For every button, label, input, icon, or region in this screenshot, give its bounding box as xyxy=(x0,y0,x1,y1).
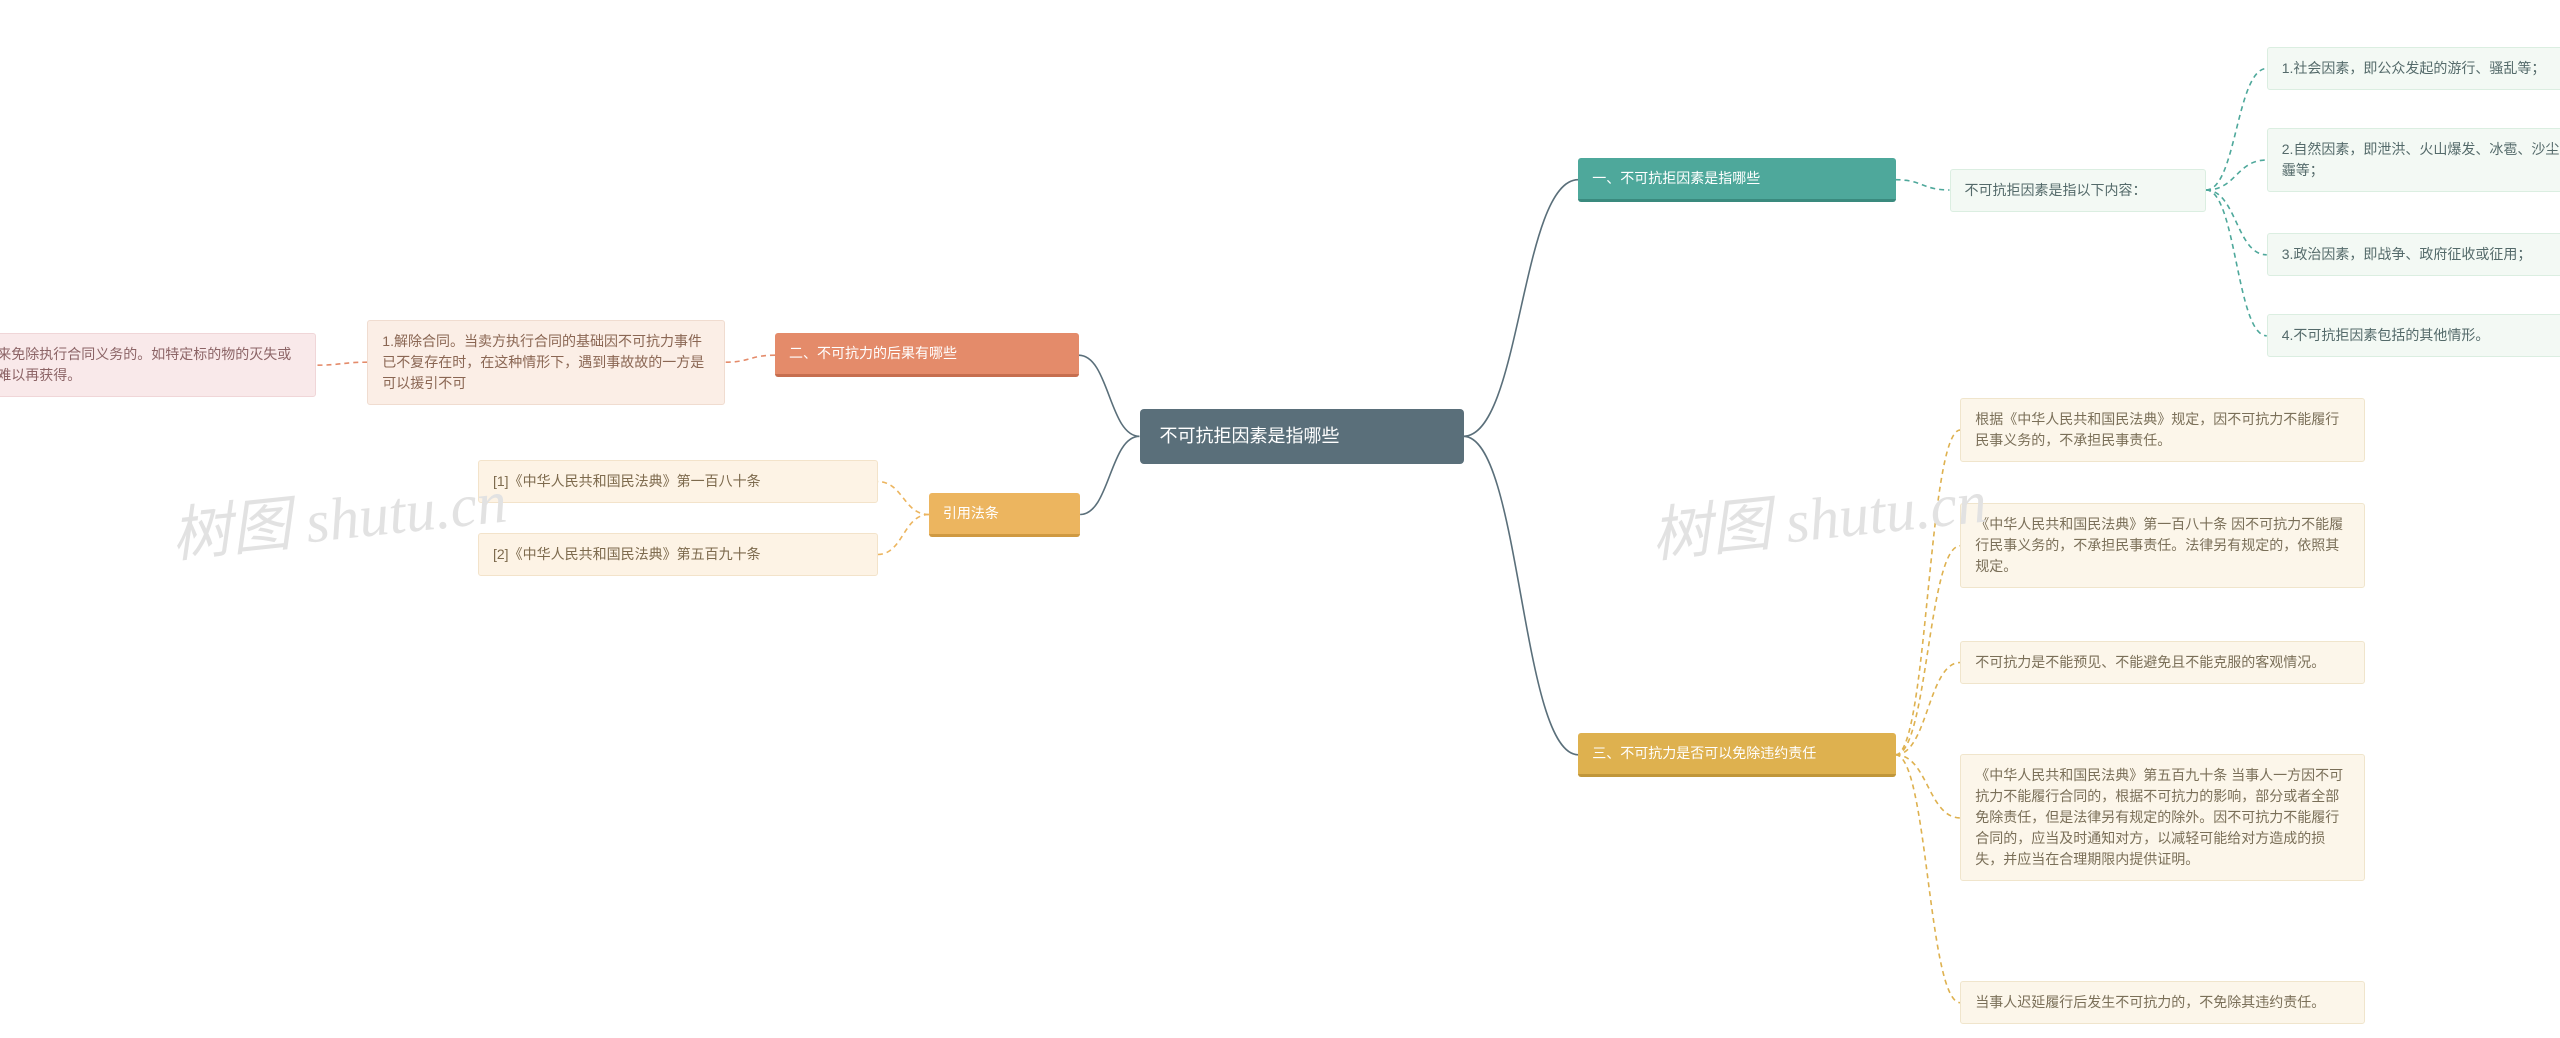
mindmap-root: 不可抗拒因素是指哪些 xyxy=(1140,409,1464,464)
mindmap-node-b3c2: 《中华人民共和国民法典》第一百八十条 因不可抗力不能履行民事义务的，不承担民事责… xyxy=(1960,503,2365,588)
mindmap-node-b4c1: [1]《中华人民共和国民法典》第一百八十条 xyxy=(478,460,878,503)
mindmap-node-b1c3: 3.政治因素，即战争、政府征收或征用； xyxy=(2267,233,2560,276)
mindmap-node-b3c4: 《中华人民共和国民法典》第五百九十条 当事人一方因不可抗力不能履行合同的，根据不… xyxy=(1960,754,2365,881)
mindmap-node-b3: 三、不可抗力是否可以免除违约责任 xyxy=(1578,733,1895,777)
mindmap-node-b1c1: 1.社会因素，即公众发起的游行、骚乱等； xyxy=(2267,47,2560,90)
mindmap-node-b2: 二、不可抗力的后果有哪些 xyxy=(775,333,1079,377)
mindmap-node-b1: 一、不可抗拒因素是指哪些 xyxy=(1578,158,1895,202)
mindmap-node-b2c1a: 抗力来免除执行合同义务的。如特定标的物的灭失或货源难以再获得。 xyxy=(0,333,316,397)
mindmap-node-b4c2: [2]《中华人民共和国民法典》第五百九十条 xyxy=(478,533,878,576)
mindmap-node-b1c4: 4.不可抗拒因素包括的其他情形。 xyxy=(2267,314,2560,357)
mindmap-node-b3c1: 根据《中华人民共和国民法典》规定，因不可抗力不能履行民事义务的，不承担民事责任。 xyxy=(1960,398,2365,462)
mindmap-node-b3c3: 不可抗力是不能预见、不能避免且不能克服的客观情况。 xyxy=(1960,641,2365,684)
watermark-2: 树图 shutu.cn xyxy=(1646,453,1990,575)
watermark-1: 树图 shutu.cn xyxy=(166,453,510,575)
mindmap-node-b3c5: 当事人迟延履行后发生不可抗力的，不免除其违约责任。 xyxy=(1960,981,2365,1024)
mindmap-node-b4: 引用法条 xyxy=(929,493,1080,537)
mindmap-node-b2c1: 1.解除合同。当卖方执行合同的基础因不可抗力事件已不复存在时，在这种情形下，遇到… xyxy=(367,320,725,405)
mindmap-node-b1c: 不可抗拒因素是指以下内容： xyxy=(1950,169,2207,212)
mindmap-node-b1c2: 2.自然因素，即泄洪、火山爆发、冰雹、沙尘暴、台风、雾霾等； xyxy=(2267,128,2560,192)
